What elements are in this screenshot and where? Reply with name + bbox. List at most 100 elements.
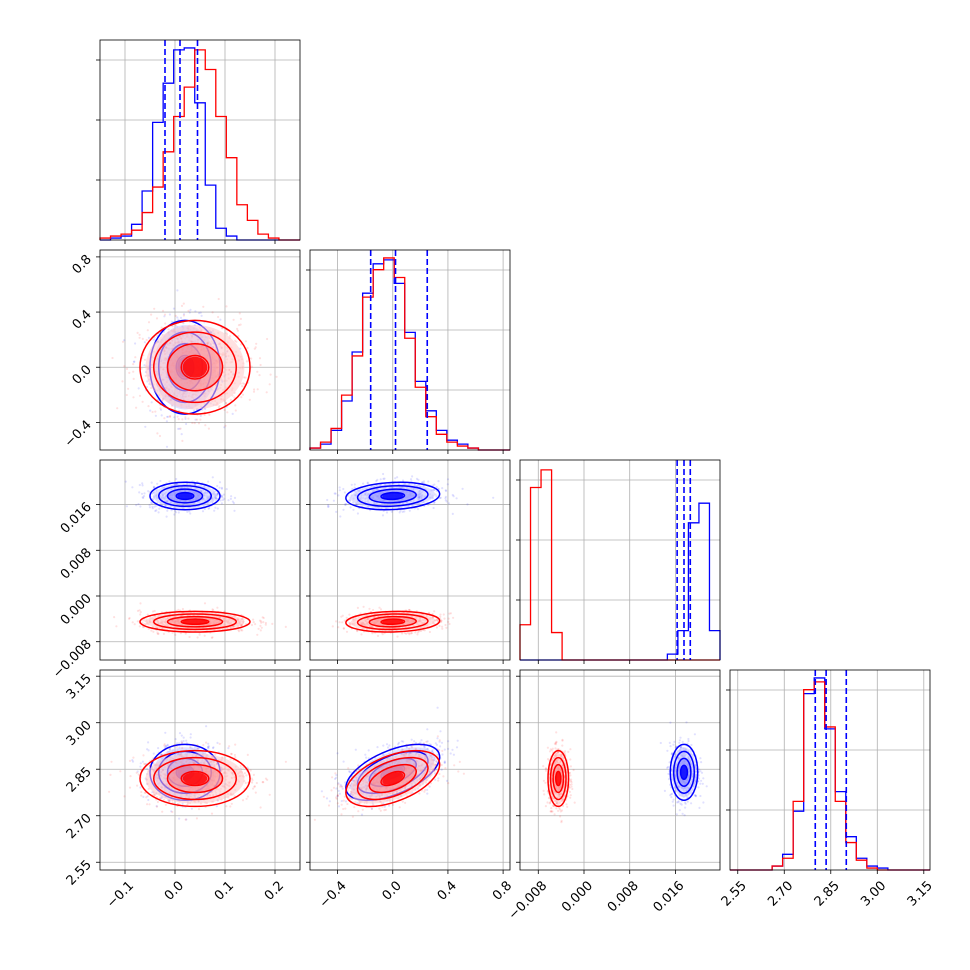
x-tick-label: 2.85	[812, 878, 843, 909]
panel-content	[326, 472, 495, 638]
panel-frame	[99, 669, 301, 871]
contour-line	[158, 484, 212, 508]
y-tick-label: 0.4	[70, 307, 95, 332]
x-tick-label: 0.0	[162, 878, 187, 903]
contour-line	[139, 749, 251, 808]
y-tick-label: −0.008	[50, 637, 95, 682]
y-tick-label: 0.8	[70, 252, 95, 277]
contour-line	[672, 750, 696, 795]
scatter-panel-3-0: −0.1 0.0 0.1 0.2 2.55 2.70 2.85 3.00 3.15	[64, 669, 301, 911]
contour-line	[368, 615, 417, 628]
contour-line	[345, 610, 441, 633]
contour-line	[380, 770, 406, 787]
contour-line	[676, 757, 692, 788]
contour-line	[679, 764, 689, 781]
contour-line	[549, 756, 567, 801]
contour-line	[356, 613, 429, 631]
x-tick-label: 0.1	[212, 878, 237, 903]
grid	[100, 670, 300, 870]
panel-content	[313, 706, 465, 821]
contour-line	[180, 770, 210, 787]
contour-line	[149, 481, 221, 511]
histogram-panel-3: 2.55 2.70 2.85 3.00 3.15	[719, 669, 936, 910]
y-tick-label: 0.0	[70, 362, 95, 387]
contour-line	[368, 488, 417, 504]
contour-line	[153, 613, 237, 631]
contour-line	[139, 610, 251, 633]
panel-content	[113, 476, 287, 639]
grid	[310, 670, 510, 870]
density-core	[182, 619, 208, 625]
panel-content	[108, 725, 287, 821]
panel-background	[310, 250, 510, 450]
grid	[730, 670, 930, 870]
contour-line	[166, 343, 224, 392]
x-tick-label: 0.2	[262, 878, 287, 903]
panel-content	[542, 721, 708, 824]
grid	[520, 460, 720, 660]
density-core	[555, 772, 561, 785]
contour-line	[547, 749, 570, 808]
scatter-panel-3-1: −0.4 0.0 0.4 0.8	[306, 669, 515, 911]
contour-line	[345, 481, 441, 511]
contour-line	[368, 763, 417, 794]
y-tick-label: 2.55	[64, 857, 95, 888]
contour-line	[166, 763, 224, 794]
contour-line	[669, 743, 699, 801]
contour-line	[139, 319, 251, 415]
contour-line	[180, 618, 210, 626]
y-tick-label: 2.85	[64, 764, 95, 795]
x-tick-label: 3.15	[905, 878, 936, 909]
scatter-panel-2-1	[306, 459, 511, 664]
x-tick-label: 0.000	[559, 878, 596, 915]
panel-background	[520, 460, 720, 660]
density-core	[382, 619, 404, 625]
x-tick-label: 0.0	[380, 878, 405, 903]
y-tick-label: 3.00	[64, 718, 95, 749]
y-tick-label: 3.15	[64, 671, 95, 702]
scatter-panel-1-0: −0.4 0.0 0.4 0.8	[62, 249, 301, 454]
y-tick-label: 2.70	[64, 811, 95, 842]
histogram-step-red	[99, 49, 300, 241]
density-core	[680, 766, 688, 779]
contour-line	[554, 770, 562, 787]
contour-line	[380, 618, 406, 626]
x-tick-label: 0.8	[490, 878, 515, 903]
contour-line	[180, 354, 210, 380]
panel-frame	[729, 669, 931, 871]
contour-line	[153, 331, 237, 404]
density-core	[182, 356, 208, 378]
histogram-panel-1	[306, 249, 511, 454]
grid	[100, 40, 300, 240]
y-tick-label: −0.4	[62, 418, 95, 451]
y-tick-label: 0.008	[58, 546, 95, 583]
scatter-panel-2-0: −0.008 0.000 0.008 0.016	[50, 459, 301, 682]
x-tick-label: 0.008	[605, 878, 642, 915]
histogram-panel-2	[516, 459, 721, 664]
grid	[310, 250, 510, 450]
x-tick-label: 2.55	[719, 878, 750, 909]
histogram-panel-0	[96, 39, 301, 244]
panel-frame	[99, 249, 301, 451]
contour-line	[166, 615, 224, 628]
panel-frame	[309, 249, 511, 451]
contour-line	[380, 491, 406, 501]
x-tick-label: 0.016	[651, 878, 688, 915]
y-tick-label: 0.000	[58, 591, 95, 628]
histogram-step-red	[309, 257, 510, 451]
contour-line	[175, 491, 195, 501]
contour-line	[552, 763, 565, 794]
contour-line	[345, 749, 441, 808]
x-tick-label: −0.1	[104, 878, 137, 911]
density-core	[182, 772, 208, 785]
x-tick-label: 2.70	[765, 878, 796, 909]
x-tick-label: −0.4	[317, 878, 350, 911]
x-tick-label: 0.4	[435, 878, 460, 903]
density-core	[382, 492, 404, 500]
panel-frame	[99, 459, 301, 661]
contour-line	[153, 756, 237, 801]
density-core	[177, 492, 193, 500]
y-tick-label: 0.016	[58, 500, 95, 537]
contour-line	[166, 488, 204, 504]
